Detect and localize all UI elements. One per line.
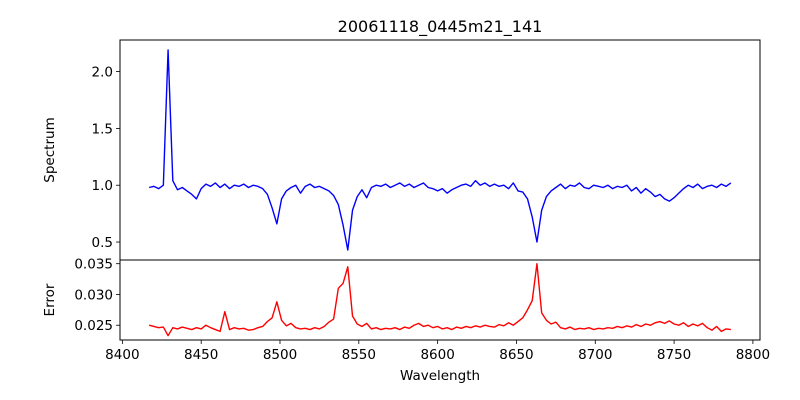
- x-tick-label: 8800: [736, 347, 770, 363]
- error-y-tick-label: 0.030: [74, 287, 113, 303]
- spectrum-series-line: [148, 49, 732, 251]
- error-series-line: [148, 262, 731, 337]
- x-tick-label: 8700: [578, 347, 612, 363]
- spectrum-y-tick-label: 0.5: [92, 235, 113, 251]
- spectrum-y-tick-label: 1.5: [92, 121, 113, 137]
- x-tick-label: 8500: [263, 347, 297, 363]
- x-tick-label: 8600: [420, 347, 454, 363]
- x-tick-label: 8550: [342, 347, 376, 363]
- y-axis-label-spectrum: Spectrum: [42, 117, 58, 182]
- error-axes: 0.025 0.030 0.035 8400 8450 8500 8550 8600 8650 8…: [74, 257, 770, 363]
- spectrum-axes-frame: [119, 39, 761, 261]
- error-y-tick-label: 0.025: [74, 318, 113, 334]
- spectrum-axes: 0.5 1.0 1.5 2.0: [92, 39, 761, 261]
- x-axis-label: Wavelength: [400, 368, 480, 384]
- chart-title: 20061118_0445m21_141: [338, 17, 543, 37]
- x-tick-label: 8400: [105, 347, 139, 363]
- x-tick-label: 8650: [499, 347, 533, 363]
- spectrum-y-tick-label: 2.0: [92, 65, 113, 81]
- error-y-tick-label: 0.035: [74, 257, 113, 273]
- x-tick-label: 8750: [657, 347, 691, 363]
- error-axes-frame: [119, 259, 761, 341]
- spectrum-y-tick-label: 1.0: [92, 178, 113, 194]
- x-tick-label: 8450: [184, 347, 218, 363]
- y-axis-label-error: Error: [42, 283, 58, 316]
